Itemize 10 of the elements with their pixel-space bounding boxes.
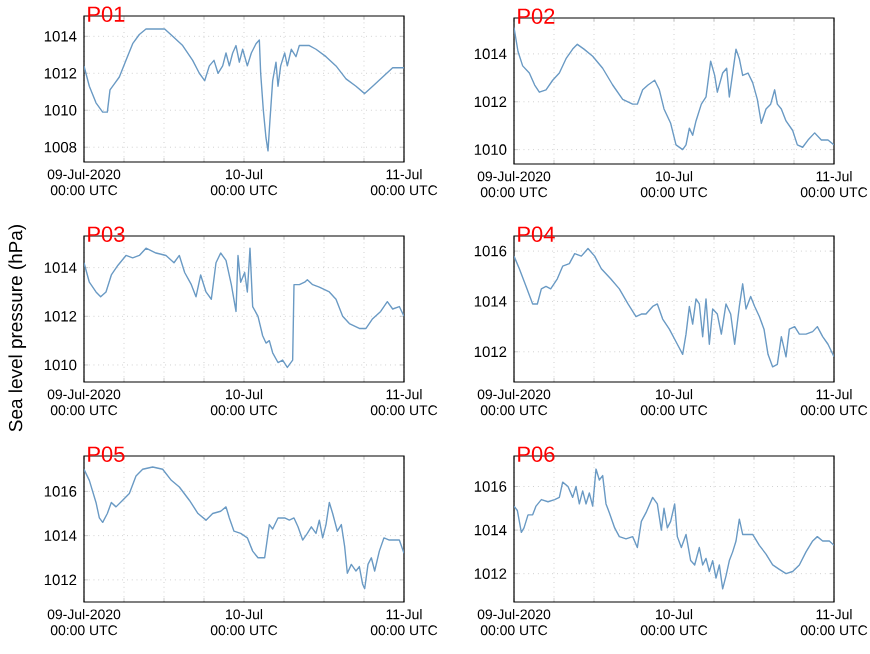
chart-title: P02 [518, 8, 555, 24]
chart-title: P04 [518, 226, 555, 242]
y-axis-title: Sea level pressure (hPa) [8, 225, 27, 432]
chart-title: P03 [88, 226, 125, 242]
line-series [84, 247, 404, 369]
chart-title: P05 [88, 446, 125, 462]
chart-title: P06 [518, 446, 555, 462]
line-series [514, 247, 835, 368]
chart-title: P01 [88, 6, 125, 22]
line-series [514, 26, 835, 151]
